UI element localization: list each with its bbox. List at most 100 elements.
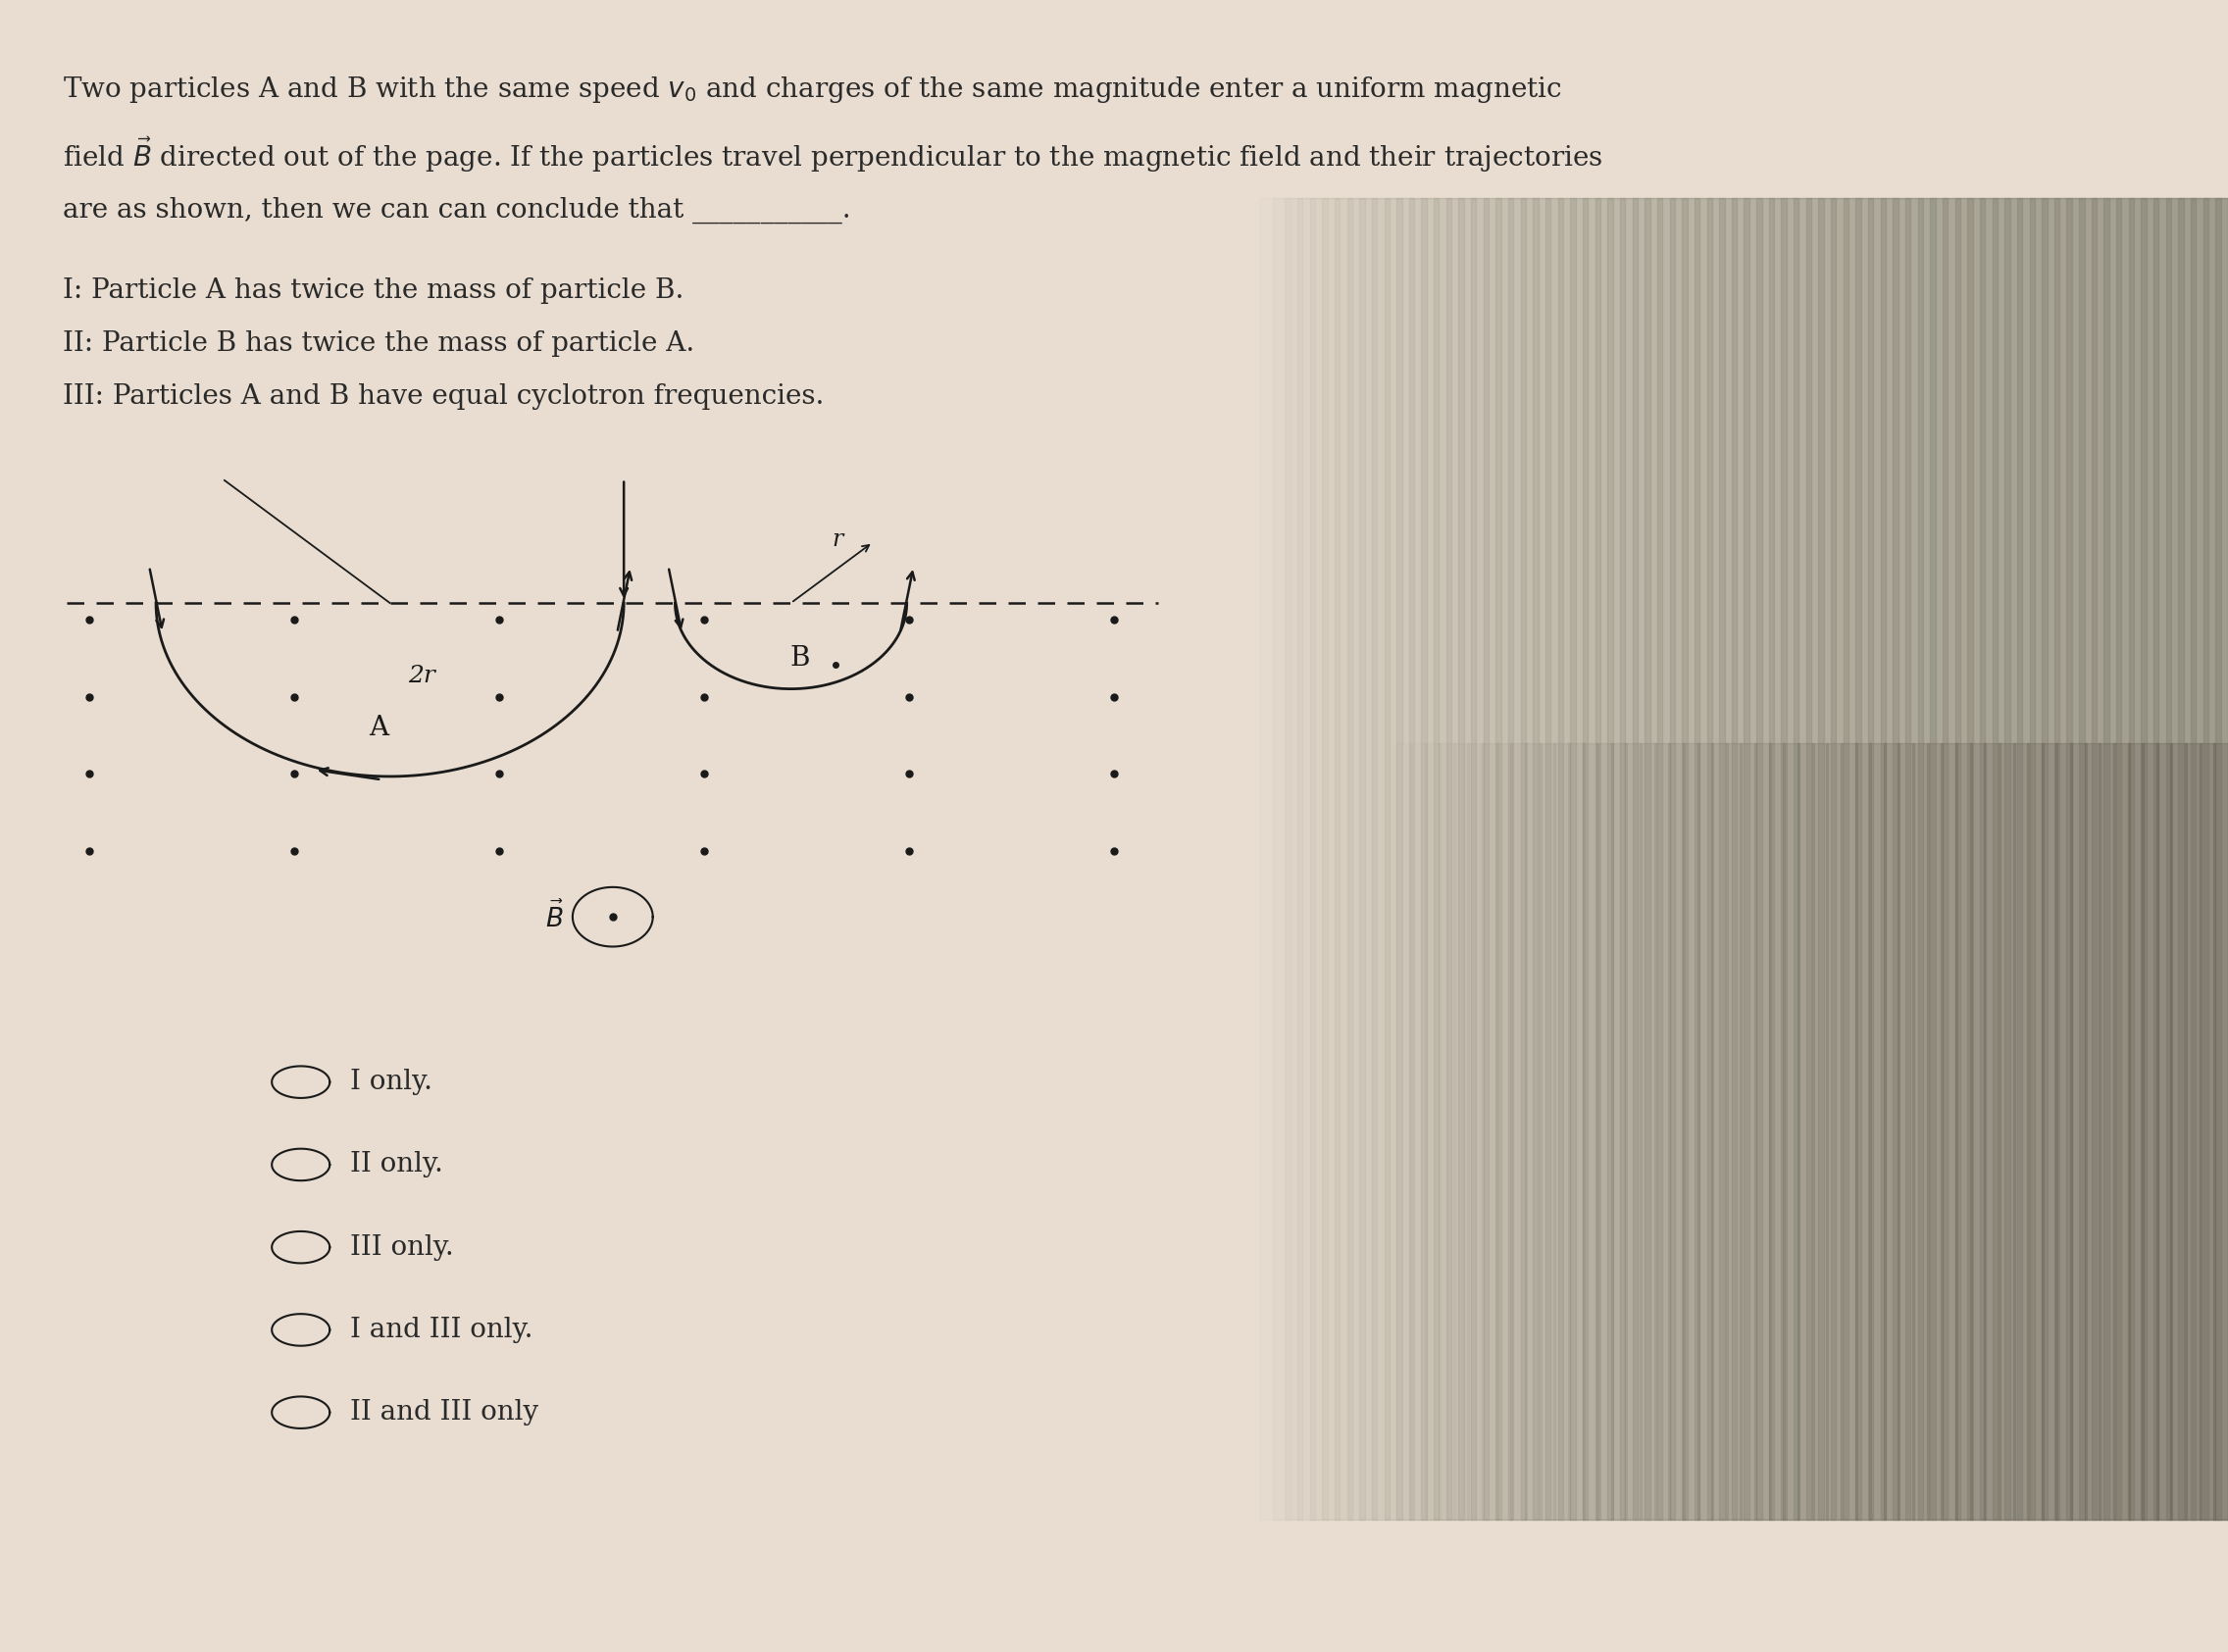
Bar (1731, 198, 1762, 1520)
Bar (2141, 198, 2172, 1520)
Bar (1321, 198, 1352, 1520)
Bar (2085, 743, 2101, 1520)
Text: II only.: II only. (350, 1151, 443, 1178)
Bar (1756, 198, 1787, 1520)
Bar (1595, 198, 1624, 1520)
Bar (1753, 743, 1771, 1520)
Bar (2203, 198, 2228, 1520)
Text: B: B (789, 646, 811, 672)
Bar (1310, 198, 1339, 1520)
Bar (1446, 198, 1477, 1520)
Bar (2117, 198, 2146, 1520)
Bar (2112, 743, 2130, 1520)
Bar (2103, 198, 2134, 1520)
Bar (1381, 743, 1397, 1520)
Bar (1698, 743, 1713, 1520)
Bar (1811, 743, 1829, 1520)
Bar (1582, 198, 1613, 1520)
Bar (1533, 198, 1564, 1520)
Bar (1482, 743, 1497, 1520)
Bar (1840, 743, 1856, 1520)
Bar (1669, 198, 1700, 1520)
Bar (1880, 198, 1912, 1520)
Bar (2068, 198, 2097, 1520)
Bar (1843, 198, 1874, 1520)
Bar (1883, 743, 1900, 1520)
Bar (1395, 743, 1413, 1520)
Bar (1582, 743, 1600, 1520)
Bar (2056, 743, 2072, 1520)
Bar (1769, 743, 1785, 1520)
Bar (1470, 198, 1502, 1520)
Bar (1918, 198, 1947, 1520)
Bar (1711, 743, 1727, 1520)
Text: r: r (831, 529, 842, 552)
Bar (1992, 198, 2023, 1520)
Bar (1941, 743, 1958, 1520)
Bar (1999, 743, 2014, 1520)
Bar (1522, 198, 1551, 1520)
Text: III: Particles A and B have equal cyclotron frequencies.: III: Particles A and B have equal cyclot… (62, 383, 824, 410)
Bar (1898, 743, 1914, 1520)
Text: A: A (370, 715, 388, 742)
Bar (2041, 198, 2072, 1520)
Bar (1439, 743, 1455, 1520)
Bar (1609, 198, 1638, 1520)
Bar (1553, 743, 1571, 1520)
Bar (1508, 198, 1537, 1520)
Bar (2041, 743, 2059, 1520)
Bar (1624, 743, 1642, 1520)
Bar (1905, 198, 1936, 1520)
Bar (1597, 743, 1613, 1520)
Bar (1459, 198, 1488, 1520)
Bar (2186, 743, 2201, 1520)
Bar (1658, 198, 1687, 1520)
Bar (2128, 743, 2143, 1520)
Bar (1780, 198, 1811, 1520)
Bar (1769, 198, 1798, 1520)
Bar (1831, 198, 1860, 1520)
Bar (1248, 198, 1279, 1520)
Bar (1894, 198, 1923, 1520)
Bar (1359, 198, 1390, 1520)
Bar (1782, 743, 1800, 1520)
Text: Two particles A and B with the same speed $v_0$ and charges of the same magnitud: Two particles A and B with the same spee… (62, 74, 1562, 104)
Bar (2170, 743, 2188, 1520)
Bar (2005, 198, 2034, 1520)
Bar (2012, 743, 2030, 1520)
Bar (1967, 198, 1999, 1520)
Bar (2141, 743, 2159, 1520)
Text: $\vec{B}$: $\vec{B}$ (546, 900, 564, 933)
Bar (1497, 743, 1513, 1520)
Bar (1453, 743, 1470, 1520)
Bar (1696, 198, 1724, 1520)
Bar (1682, 198, 1711, 1520)
Bar (1644, 198, 1675, 1520)
Bar (2099, 743, 2114, 1520)
Text: II and III only: II and III only (350, 1399, 539, 1426)
Bar (1807, 198, 1836, 1520)
Bar (1653, 743, 1671, 1520)
Bar (1794, 198, 1825, 1520)
Bar (1495, 198, 1526, 1520)
Text: are as shown, then we can can conclude that ___________.: are as shown, then we can can conclude t… (62, 197, 851, 223)
Text: I: Particle A has twice the mass of particle B.: I: Particle A has twice the mass of part… (62, 278, 684, 304)
Bar (2027, 743, 2043, 1520)
Bar (1261, 198, 1290, 1520)
Bar (2128, 198, 2159, 1520)
Bar (1669, 743, 1684, 1520)
Bar (1484, 198, 1513, 1520)
Bar (2070, 743, 2085, 1520)
Bar (1745, 198, 1773, 1520)
Bar (1421, 198, 1450, 1520)
Bar (1408, 198, 1439, 1520)
Bar (1468, 743, 1484, 1520)
Bar (1682, 743, 1700, 1520)
Bar (1912, 743, 1929, 1520)
Bar (1297, 198, 1328, 1520)
Bar (1335, 198, 1364, 1520)
Bar (2016, 198, 2048, 1520)
Bar (1740, 743, 1756, 1520)
Bar (2215, 198, 2228, 1520)
Bar (1557, 198, 1589, 1520)
